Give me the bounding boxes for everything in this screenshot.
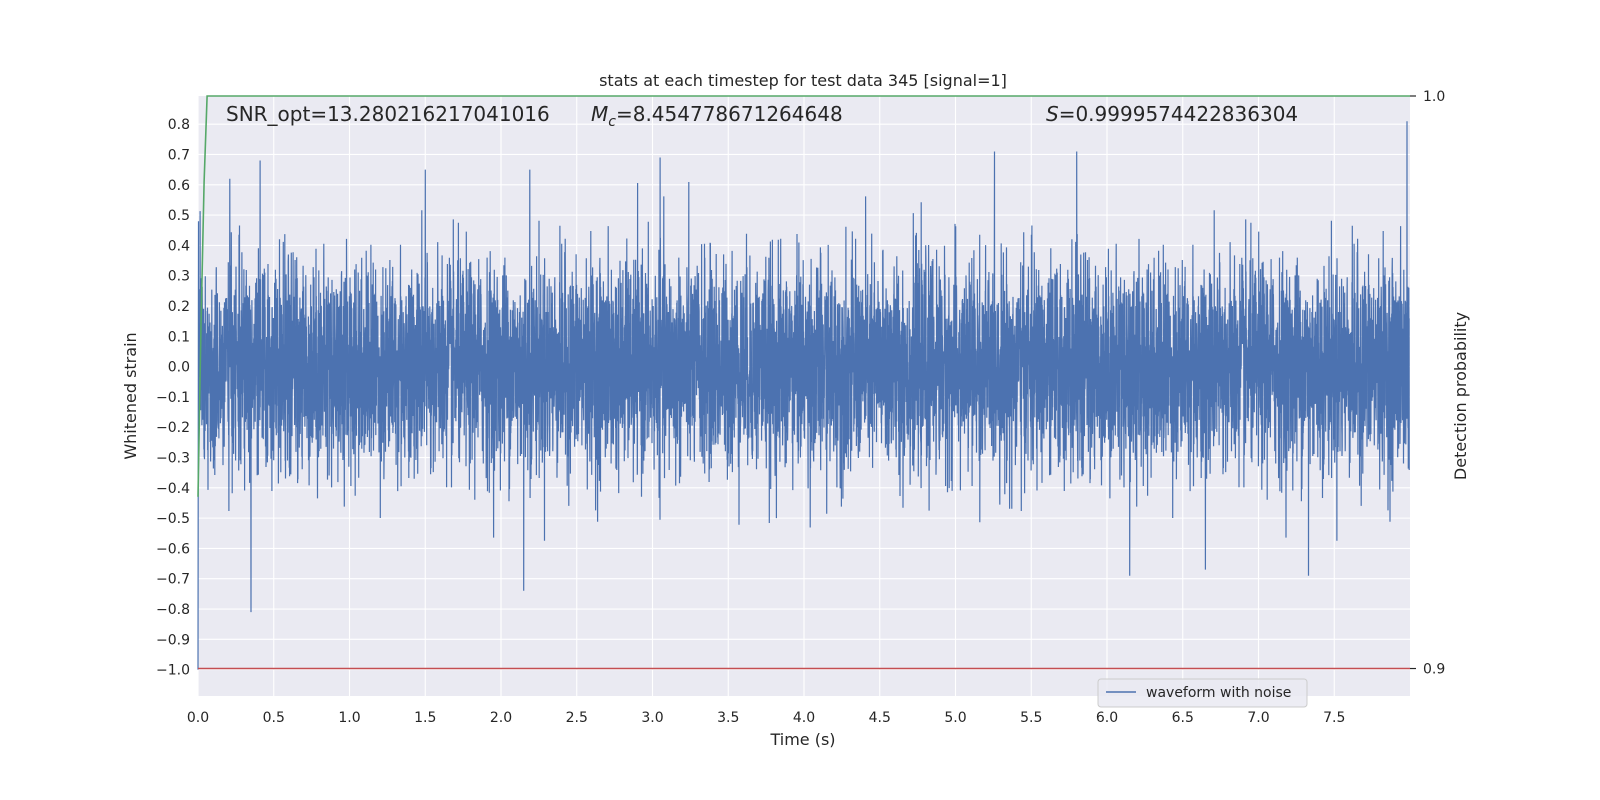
- y-tick-label: −0.1: [156, 390, 190, 406]
- mc-value: =8.454778671264648: [616, 102, 843, 126]
- y-tick-label: −0.4: [156, 481, 190, 497]
- x-axis-label: Time (s): [769, 730, 835, 749]
- y-tick-label: 0.2: [168, 299, 190, 315]
- mc-subscript: c: [608, 114, 616, 130]
- y-tick-label: 0.3: [168, 269, 190, 285]
- legend: waveform with noise: [1097, 678, 1308, 708]
- y2-axis-label: Detection probability: [1451, 312, 1470, 480]
- x-tick-label: 7.0: [1247, 710, 1269, 726]
- s-value: =0.9999574422836304: [1059, 102, 1298, 126]
- y-tick-label: 0.4: [168, 238, 190, 254]
- y2-tick-label: 1.0: [1423, 89, 1445, 105]
- y-tick-label: 0.1: [168, 329, 190, 345]
- y-tick-label: 0.6: [168, 178, 190, 194]
- y-axis-label: Whitened strain: [121, 332, 140, 459]
- x-tick-label: 6.5: [1172, 710, 1194, 726]
- y-tick-label: 0.5: [168, 208, 190, 224]
- mc-annotation: Mc=8.454778671264648: [591, 102, 843, 130]
- y2-tick-label: 0.9: [1423, 662, 1445, 678]
- x-tick-label: 0.0: [187, 710, 209, 726]
- y-tick-label: 0.8: [168, 117, 190, 133]
- x-tick-label: 0.5: [263, 710, 285, 726]
- waveform-line: [197, 121, 1410, 670]
- x-axis-ticks: 0.0 0.5 1.0 1.5 2.0 2.5 3.0 3.5 4.0 4.5 5.0 5.5 6.0 6…: [187, 710, 1346, 726]
- y-tick-label: −0.7: [156, 572, 190, 588]
- x-tick-label: 7.5: [1323, 710, 1345, 726]
- y-tick-label: 0.7: [168, 147, 190, 163]
- probability-series: [197, 95, 1410, 497]
- x-tick-label: 5.5: [1020, 710, 1042, 726]
- y-tick-label: −0.2: [156, 420, 190, 436]
- x-tick-label: 2.0: [490, 710, 512, 726]
- s-annotation: S=0.9999574422836304: [1046, 102, 1298, 126]
- x-tick-label: 5.0: [944, 710, 966, 726]
- legend-label-waveform: waveform with noise: [1146, 685, 1291, 701]
- s-symbol: S: [1046, 102, 1059, 126]
- waveform-series: [197, 121, 1410, 670]
- x-tick-label: 1.5: [414, 710, 436, 726]
- y-tick-label: −1.0: [156, 663, 190, 679]
- snr-annotation: SNR_opt=13.280216217041016: [226, 102, 550, 126]
- x-tick-label: 3.0: [641, 710, 663, 726]
- chart-title: stats at each timestep for test data 345…: [599, 71, 1007, 90]
- x-tick-label: 4.0: [793, 710, 815, 726]
- x-tick-label: 4.5: [869, 710, 891, 726]
- y-tick-label: −0.5: [156, 511, 190, 527]
- y-tick-label: −0.6: [156, 541, 190, 557]
- y-tick-label: −0.9: [156, 632, 190, 648]
- x-tick-label: 6.0: [1096, 710, 1118, 726]
- y2-axis-ticks: 1.0 0.9: [1410, 89, 1445, 678]
- x-tick-label: 2.5: [566, 710, 588, 726]
- x-tick-label: 1.0: [338, 710, 360, 726]
- y-tick-label: −0.3: [156, 451, 190, 467]
- y-axis-ticks: 0.8 0.7 0.6 0.5 0.4 0.3 0.2 0.1 0.0 −0.1 −0.2 −0.3 −…: [156, 117, 190, 678]
- legend-box: [1097, 678, 1308, 708]
- y-tick-label: −0.8: [156, 602, 190, 618]
- detection-probability-line: [197, 95, 1410, 497]
- mc-symbol: M: [591, 102, 608, 126]
- y-tick-label: 0.0: [168, 360, 190, 376]
- x-tick-label: 3.5: [717, 710, 739, 726]
